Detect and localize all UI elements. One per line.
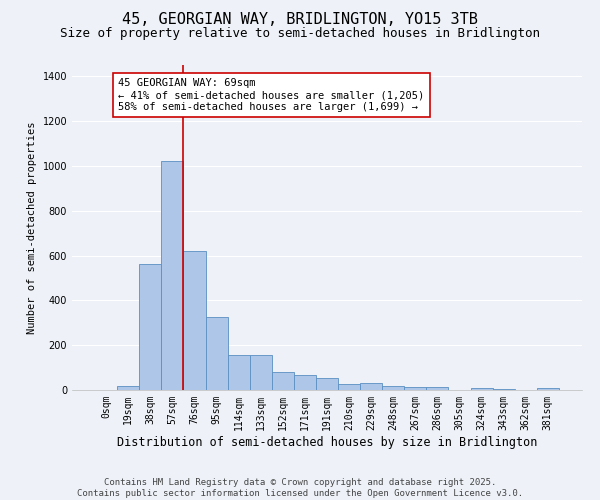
Bar <box>161 162 184 390</box>
Bar <box>316 378 338 390</box>
Bar <box>493 389 515 390</box>
Bar <box>272 372 294 390</box>
Bar <box>250 356 272 390</box>
Bar <box>404 386 427 390</box>
Text: 45, GEORGIAN WAY, BRIDLINGTON, YO15 3TB: 45, GEORGIAN WAY, BRIDLINGTON, YO15 3TB <box>122 12 478 28</box>
Bar <box>470 388 493 390</box>
Bar <box>117 386 139 390</box>
Bar <box>227 356 250 390</box>
Bar <box>139 264 161 390</box>
Bar <box>338 384 360 390</box>
Bar <box>294 376 316 390</box>
Bar <box>382 386 404 390</box>
Bar <box>427 386 448 390</box>
Y-axis label: Number of semi-detached properties: Number of semi-detached properties <box>27 121 37 334</box>
Text: Contains HM Land Registry data © Crown copyright and database right 2025.
Contai: Contains HM Land Registry data © Crown c… <box>77 478 523 498</box>
Bar <box>184 251 206 390</box>
X-axis label: Distribution of semi-detached houses by size in Bridlington: Distribution of semi-detached houses by … <box>117 436 537 448</box>
Text: Size of property relative to semi-detached houses in Bridlington: Size of property relative to semi-detach… <box>60 28 540 40</box>
Bar <box>360 384 382 390</box>
Text: 45 GEORGIAN WAY: 69sqm
← 41% of semi-detached houses are smaller (1,205)
58% of : 45 GEORGIAN WAY: 69sqm ← 41% of semi-det… <box>118 78 425 112</box>
Bar <box>537 388 559 390</box>
Bar <box>206 317 227 390</box>
